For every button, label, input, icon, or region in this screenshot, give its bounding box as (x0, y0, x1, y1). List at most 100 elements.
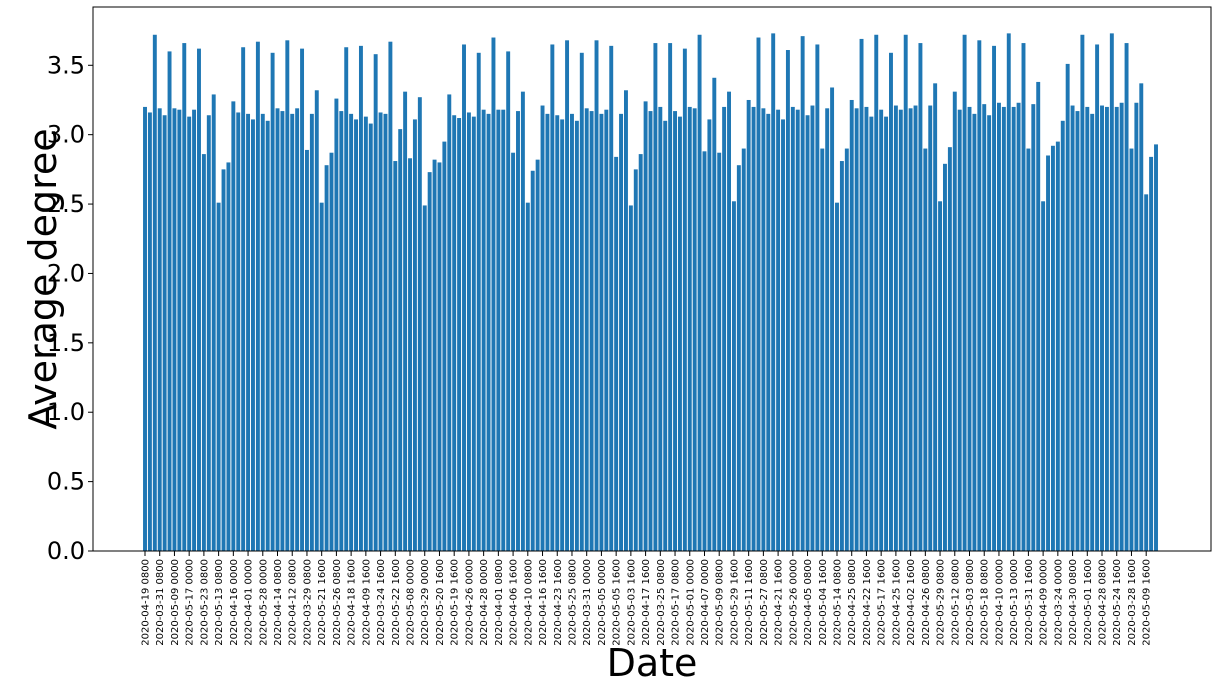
bar (266, 121, 270, 551)
bar (1154, 144, 1158, 551)
bar (1105, 107, 1109, 551)
x-tick-label: 2020-05-08 0000 (406, 559, 417, 646)
x-tick-label: 2020-03-31 0000 (582, 559, 593, 646)
bar (334, 99, 338, 551)
x-tick-label: 2020-04-18 1600 (347, 559, 358, 646)
bar (261, 114, 265, 551)
bar (776, 110, 780, 551)
x-tick-label: 2020-05-31 1600 (1024, 559, 1035, 646)
bar (187, 117, 191, 551)
bar (840, 161, 844, 551)
bar (251, 119, 255, 551)
bar (560, 119, 564, 551)
x-tick-label: 2020-04-09 0000 (1039, 559, 1050, 646)
x-tick-label: 2020-05-09 1600 (1142, 559, 1153, 646)
bar (629, 205, 633, 551)
bar (1056, 142, 1060, 551)
bar (354, 119, 358, 551)
bar (879, 110, 883, 551)
bar (1076, 111, 1080, 551)
x-tick-label: 2020-05-20 1600 (435, 559, 446, 646)
x-tick-label: 2020-05-13 0000 (1009, 559, 1020, 646)
bar (433, 160, 437, 551)
bar (649, 111, 653, 551)
bar (202, 154, 206, 551)
x-tick-label: 2020-05-03 1600 (626, 559, 637, 646)
bar (835, 203, 839, 551)
bar (462, 44, 466, 551)
bar (928, 106, 932, 551)
bar (280, 111, 284, 551)
y-tick-label: 0.5 (47, 468, 85, 496)
bar (953, 92, 957, 551)
bar (801, 36, 805, 551)
bar (1134, 103, 1138, 551)
bar (683, 49, 687, 551)
bar (678, 117, 682, 551)
bar (1139, 83, 1143, 551)
bar (295, 108, 299, 551)
bar (1149, 157, 1153, 551)
bar (860, 39, 864, 551)
bar (344, 47, 348, 551)
x-tick-label: 2020-03-29 0000 (420, 559, 431, 646)
bar (1080, 35, 1084, 551)
bar (1007, 33, 1011, 551)
bar (521, 92, 525, 551)
x-tick-label: 2020-05-23 0800 (199, 559, 210, 646)
bar (153, 35, 157, 551)
bar (796, 110, 800, 551)
bar (820, 149, 824, 551)
bar (752, 107, 756, 551)
bar (491, 38, 495, 551)
y-axis-label: Average degree (21, 128, 65, 429)
x-tick-label: 2020-04-10 0000 (994, 559, 1005, 646)
bar (271, 53, 275, 551)
bar (703, 151, 707, 551)
bar (501, 110, 505, 551)
bar (889, 53, 893, 551)
bar (1085, 107, 1089, 551)
bar (1090, 114, 1094, 551)
x-tick-label: 2020-05-05 1600 (612, 559, 623, 646)
bar (290, 114, 294, 551)
bar (1041, 201, 1045, 551)
x-tick-label: 2020-03-24 1600 (376, 559, 387, 646)
x-tick-label: 2020-05-26 0800 (332, 559, 343, 646)
bar (590, 111, 594, 551)
bar (226, 162, 230, 551)
x-tick-label: 2020-04-06 1600 (509, 559, 520, 646)
bar (722, 107, 726, 551)
bar (634, 169, 638, 551)
bar (550, 44, 554, 551)
bar (943, 164, 947, 551)
x-tick-label: 2020-04-22 1600 (862, 559, 873, 646)
bar (727, 92, 731, 551)
bar (855, 108, 859, 551)
bar (1100, 106, 1104, 551)
bar (874, 35, 878, 551)
bar (604, 110, 608, 551)
bar (1002, 107, 1006, 551)
x-tick-label: 2020-05-09 0000 (170, 559, 181, 646)
bar (496, 110, 500, 551)
bar (408, 158, 412, 551)
bar (884, 117, 888, 551)
x-tick-label: 2020-04-17 1600 (641, 559, 652, 646)
x-tick-label: 2020-05-13 0800 (214, 559, 225, 646)
x-tick-label: 2020-05-29 0800 (936, 559, 947, 646)
bar (1110, 33, 1114, 551)
bar (384, 114, 388, 551)
bar (786, 50, 790, 551)
bar (958, 110, 962, 551)
x-tick-label: 2020-05-18 0800 (980, 559, 991, 646)
bar (806, 115, 810, 551)
bar (231, 101, 235, 551)
bar (472, 117, 476, 551)
x-tick-label: 2020-04-25 0800 (847, 559, 858, 646)
bar (761, 108, 765, 551)
bar (904, 35, 908, 551)
bar (624, 90, 628, 551)
x-tick-label: 2020-05-19 1600 (450, 559, 461, 646)
